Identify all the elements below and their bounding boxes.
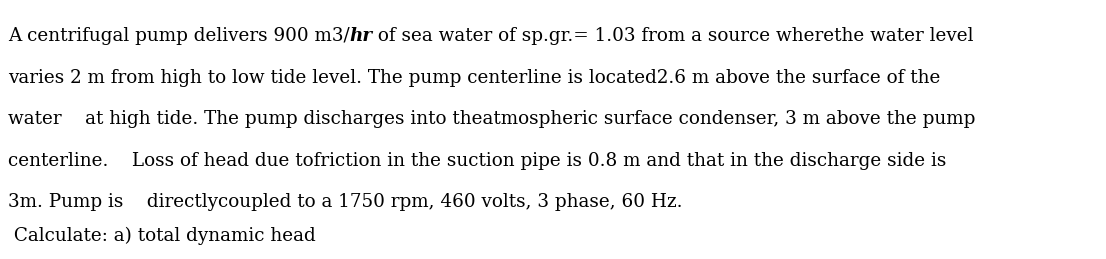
- Text: varies 2 m from high to low tide level. The pump centerline is located2.6 m abov: varies 2 m from high to low tide level. …: [8, 69, 940, 87]
- Text: hr: hr: [349, 27, 373, 45]
- Text: centerline.    Loss of head due tofriction in the suction pipe is 0.8 m and that: centerline. Loss of head due tofriction …: [8, 152, 946, 169]
- Text: Calculate: a) total dynamic head: Calculate: a) total dynamic head: [8, 227, 315, 245]
- Text: A centrifugal pump delivers 900 m3/: A centrifugal pump delivers 900 m3/: [8, 27, 349, 45]
- Text: 3m. Pump is    directlycoupled to a 1750 rpm, 460 volts, 3 phase, 60 Hz.: 3m. Pump is directlycoupled to a 1750 rp…: [8, 193, 682, 211]
- Text: water    at high tide. The pump discharges into theatmospheric surface condenser: water at high tide. The pump discharges …: [8, 110, 975, 128]
- Text: of sea water of sp.gr.= 1.03 from a source wherethe water level: of sea water of sp.gr.= 1.03 from a sour…: [373, 27, 974, 45]
